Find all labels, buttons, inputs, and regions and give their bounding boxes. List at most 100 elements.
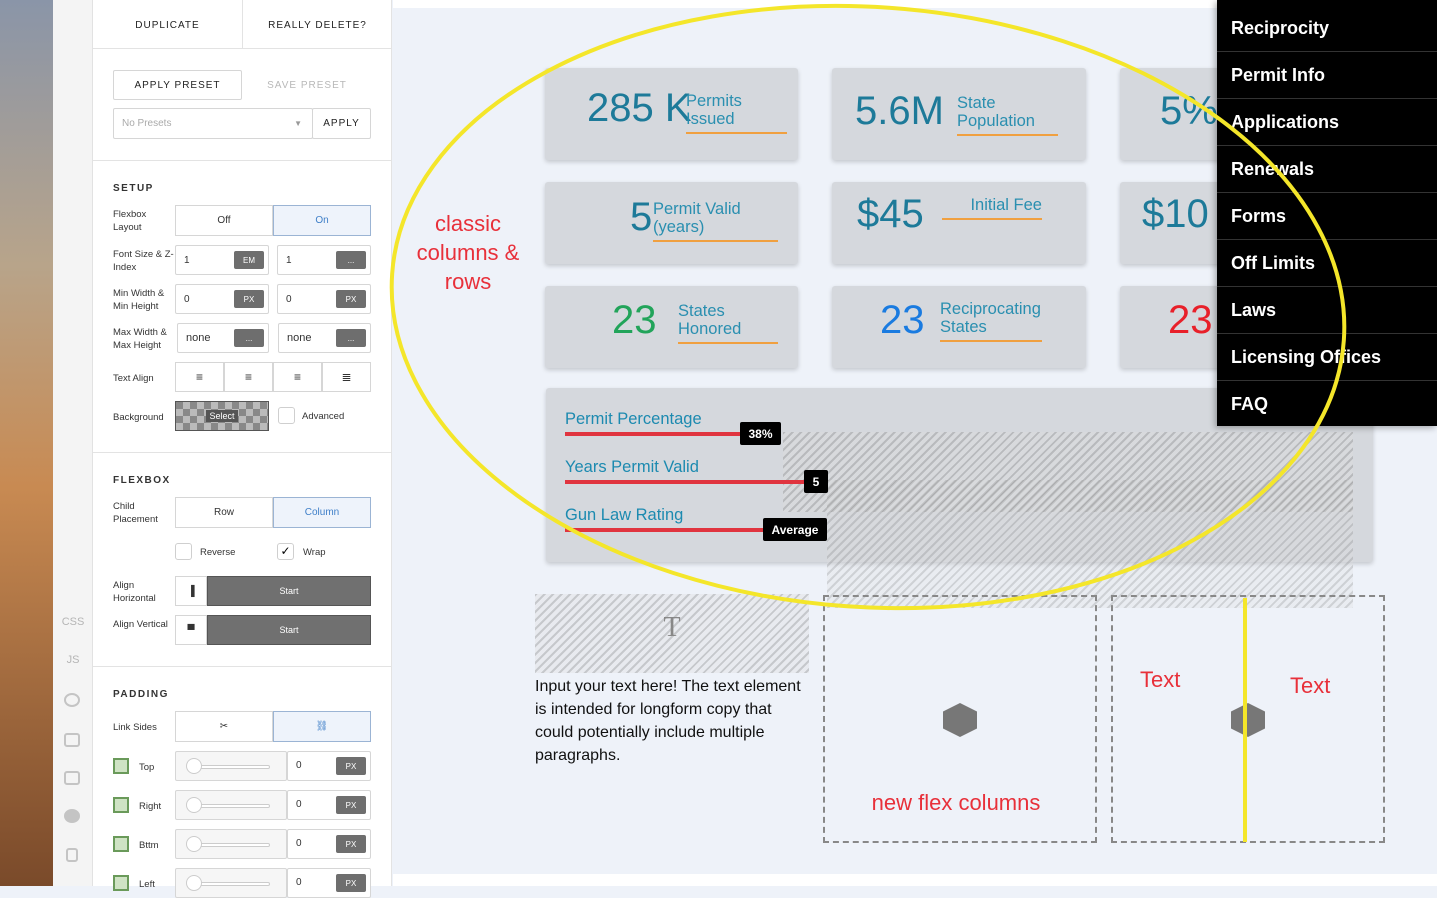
css-button[interactable]: CSS	[61, 616, 85, 628]
input-value: 0	[296, 838, 302, 849]
menu-item[interactable]: Laws	[1231, 300, 1277, 320]
select-text: Select	[206, 410, 238, 422]
stat-number: 23	[880, 298, 925, 342]
link-button[interactable]: ⛓	[273, 711, 371, 742]
js-button[interactable]: JS	[66, 654, 80, 666]
input[interactable]: none...	[177, 323, 269, 353]
row-option[interactable]: Row	[175, 497, 273, 528]
input[interactable]: none...	[278, 323, 371, 353]
back-icon[interactable]	[64, 809, 80, 823]
slider[interactable]	[175, 829, 287, 859]
annotation: Text	[1140, 667, 1181, 692]
preset-select[interactable]: No Presets ▼	[113, 108, 313, 139]
duplicate-button[interactable]: DUPLICATE	[135, 19, 200, 31]
slider[interactable]	[175, 751, 287, 781]
unit-tag[interactable]: PX	[234, 290, 264, 308]
save-preset-button[interactable]: SAVE PRESET	[267, 79, 347, 91]
stat-number: $45	[857, 192, 924, 236]
input[interactable]: 0 PX	[287, 829, 371, 859]
delete-button[interactable]: REALLY DELETE?	[268, 19, 367, 31]
unit-tag[interactable]: PX	[336, 290, 366, 308]
slider[interactable]	[175, 868, 287, 898]
pages-icon[interactable]	[64, 771, 80, 785]
input[interactable]: 0 PX	[287, 868, 371, 898]
unit-tag[interactable]: PX	[336, 835, 366, 853]
align-horizontal-select[interactable]: Start	[207, 576, 371, 606]
toggle-on[interactable]: On	[273, 205, 371, 236]
align-justify[interactable]: ≣	[322, 362, 371, 392]
module-icon	[943, 703, 977, 737]
align-center[interactable]: ≡	[224, 362, 273, 392]
stat-label: Permit Valid (years)	[653, 200, 778, 242]
checkbox[interactable]	[278, 407, 295, 424]
field-label: Child Placement	[113, 501, 158, 525]
checkbox[interactable]	[175, 543, 192, 560]
divider	[93, 48, 392, 49]
unit-tag[interactable]: ...	[336, 251, 366, 269]
stat-number: 5.6M	[855, 89, 944, 133]
align-left[interactable]: ≡	[175, 362, 224, 392]
unlink-button[interactable]: ✂	[175, 711, 273, 742]
slider-handle	[186, 797, 202, 813]
menu-item[interactable]: Permit Info	[1231, 65, 1326, 85]
background-select[interactable]: Select	[175, 401, 269, 431]
side-icon	[113, 836, 129, 852]
history-icon[interactable]	[64, 693, 80, 707]
field-label: Align Vertical	[113, 619, 168, 630]
unit-tag[interactable]: PX	[336, 874, 366, 892]
input[interactable]: 1 EM	[175, 245, 269, 275]
unit-tag[interactable]: ...	[336, 329, 366, 347]
menu-item[interactable]: Off Limits	[1231, 253, 1315, 273]
stat-label: States Honored	[678, 302, 778, 344]
caret: ▼	[294, 119, 302, 128]
stat-number: 5	[630, 195, 653, 239]
menu-item[interactable]: Forms	[1231, 206, 1287, 226]
checkbox-checked[interactable]: ✓	[277, 543, 294, 560]
apply-button[interactable]: APPLY	[312, 108, 371, 139]
column-option[interactable]: Column	[273, 497, 371, 528]
menu-item[interactable]: Reciprocity	[1231, 18, 1330, 38]
align-icon: ▀	[175, 615, 207, 645]
input-value: 0	[296, 760, 302, 771]
stat-label: Initial Fee	[942, 196, 1042, 220]
progress-bar	[565, 432, 745, 436]
device-icon[interactable]	[66, 848, 78, 862]
input[interactable]: 1...	[277, 245, 371, 275]
apply-preset-button[interactable]: APPLY PRESET	[113, 70, 242, 100]
input[interactable]: 0 PX	[287, 790, 371, 820]
field-label: Text Align	[113, 373, 154, 384]
checkbox-label: Wrap	[303, 547, 326, 558]
toggle-off[interactable]: Off	[175, 205, 273, 236]
align-right[interactable]: ≡	[273, 362, 322, 392]
menu-item[interactable]: Licensing Offices	[1231, 347, 1382, 367]
menu-item[interactable]: Applications	[1231, 112, 1340, 132]
input[interactable]: 0 PX	[175, 284, 269, 314]
stat-number: 5%	[1160, 89, 1218, 133]
input[interactable]: 0 PX	[287, 751, 371, 781]
input[interactable]: 0 PX	[277, 284, 371, 314]
field-label: Max Width & Max Height	[113, 327, 167, 351]
progress-label: Permit Percentage	[565, 410, 702, 428]
slider[interactable]	[175, 790, 287, 820]
desktop-background	[0, 0, 53, 886]
menu-item[interactable]: FAQ	[1231, 394, 1269, 414]
placeholder-overlay	[827, 480, 1353, 608]
align-vertical-select[interactable]: Start	[207, 615, 371, 645]
unit-tag[interactable]: EM	[234, 251, 264, 269]
field-label: Align Horizontal	[113, 580, 156, 604]
stat-number: 285 K	[587, 86, 692, 130]
icon-bar: CSS JS	[53, 0, 93, 886]
field-label: Font Size & Z-Index	[113, 249, 174, 273]
annotation: new flex columns	[871, 790, 1041, 815]
stat-label: Permits Issued	[686, 92, 787, 134]
layout-icon[interactable]	[64, 733, 80, 747]
canvas-footer	[393, 874, 1437, 886]
stat-label: State Population	[957, 94, 1058, 136]
menu-item[interactable]: Renewals	[1231, 159, 1315, 179]
unit-tag[interactable]: PX	[336, 757, 366, 775]
unit-tag[interactable]: PX	[336, 796, 366, 814]
input-value: 1	[184, 254, 190, 266]
checkbox-label: Reverse	[200, 547, 236, 558]
settings-panel: DUPLICATE REALLY DELETE? APPLY PRESET SA…	[93, 0, 392, 898]
unit-tag[interactable]: ...	[234, 329, 264, 347]
